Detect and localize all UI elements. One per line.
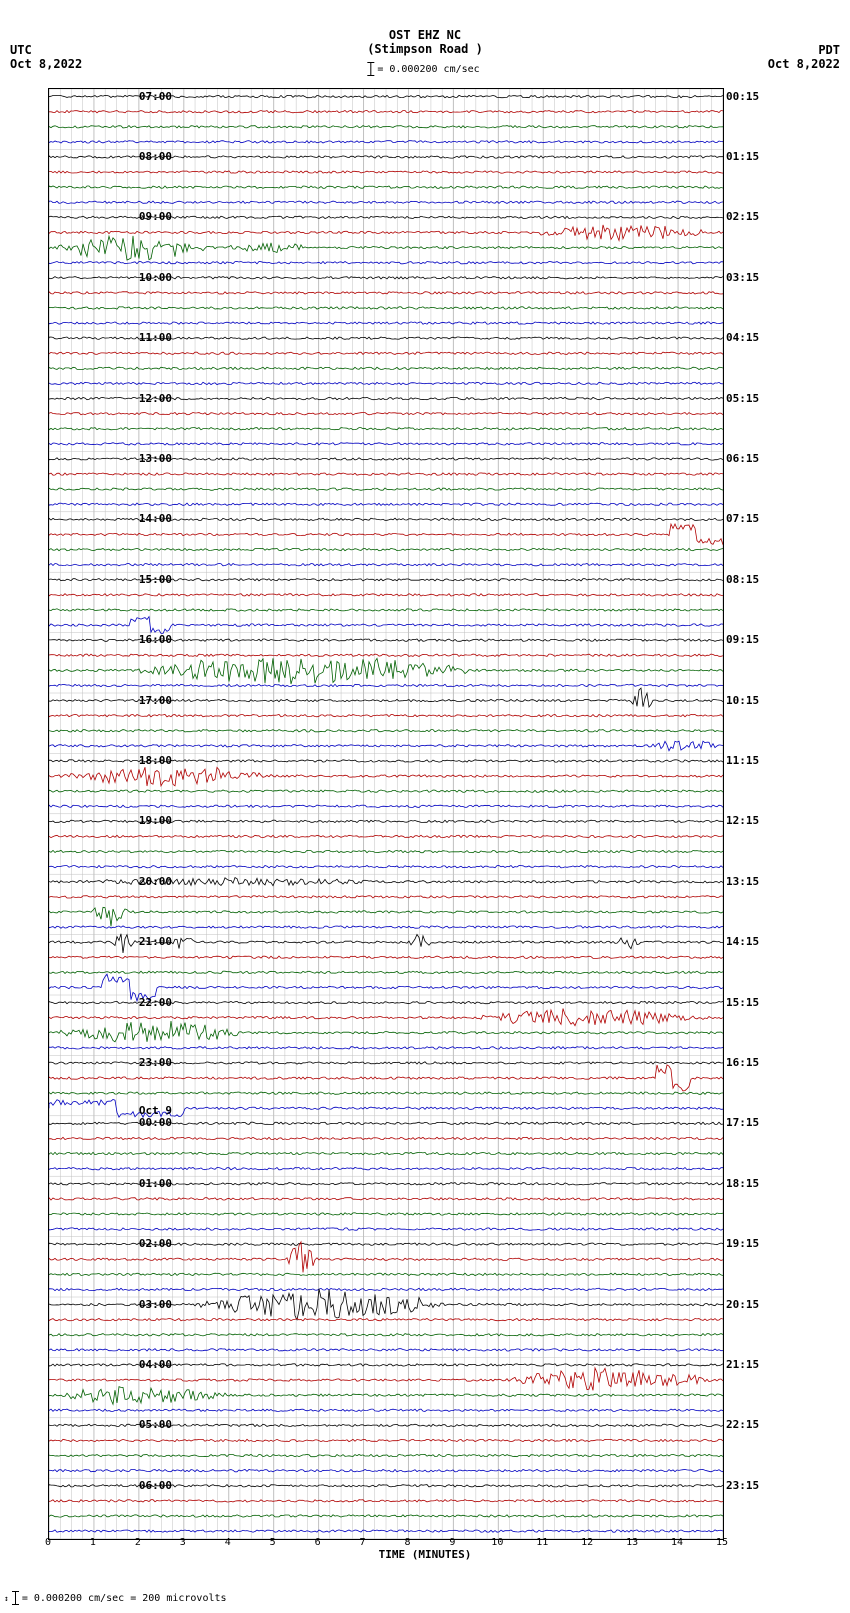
x-tick-label: 6 — [308, 1537, 328, 1548]
x-tick-label: 10 — [487, 1537, 507, 1548]
right-time-label: 04:15 — [726, 331, 759, 344]
scale-indicator: = 0.000200 cm/sec — [370, 62, 479, 76]
left-time-label: 06:00 — [52, 1479, 172, 1492]
left-time-label: 14:00 — [52, 512, 172, 525]
right-time-label: 00:15 — [726, 90, 759, 103]
x-tick-label: 13 — [622, 1537, 642, 1548]
tz-right: PDT — [818, 43, 840, 57]
right-time-label: 12:15 — [726, 814, 759, 827]
right-time-label: 18:15 — [726, 1177, 759, 1190]
right-time-label: 01:15 — [726, 150, 759, 163]
right-time-label: 09:15 — [726, 633, 759, 646]
right-time-label: 05:15 — [726, 392, 759, 405]
left-time-label: 11:00 — [52, 331, 172, 344]
right-time-label: 23:15 — [726, 1479, 759, 1492]
left-time-label: 17:00 — [52, 694, 172, 707]
left-time-label: 04:00 — [52, 1358, 172, 1371]
right-time-label: 19:15 — [726, 1237, 759, 1250]
left-time-label: 22:00 — [52, 996, 172, 1009]
left-time-label: 07:00 — [52, 90, 172, 103]
left-time-label: 23:00 — [52, 1056, 172, 1069]
right-time-label: 06:15 — [726, 452, 759, 465]
scale-bar-icon — [370, 62, 371, 76]
x-tick-label: 11 — [532, 1537, 552, 1548]
right-time-label: 03:15 — [726, 271, 759, 284]
x-tick-label: 7 — [353, 1537, 373, 1548]
right-time-label: 14:15 — [726, 935, 759, 948]
right-time-label: 20:15 — [726, 1298, 759, 1311]
left-time-label: 13:00 — [52, 452, 172, 465]
left-time-label: 21:00 — [52, 935, 172, 948]
tz-left: UTC — [10, 43, 32, 57]
x-tick-label: 3 — [173, 1537, 193, 1548]
x-tick-label: 0 — [38, 1537, 58, 1548]
x-tick-label: 9 — [442, 1537, 462, 1548]
tz-right-date: Oct 8,2022 — [768, 57, 840, 71]
tz-left-date: Oct 8,2022 — [10, 57, 82, 71]
left-time-label: 12:00 — [52, 392, 172, 405]
right-time-label: 17:15 — [726, 1116, 759, 1129]
left-time-label: 08:00 — [52, 150, 172, 163]
left-time-label: 02:00 — [52, 1237, 172, 1250]
right-time-label: 02:15 — [726, 210, 759, 223]
left-time-label: 03:00 — [52, 1298, 172, 1311]
right-time-label: 08:15 — [726, 573, 759, 586]
left-time-label: 09:00 — [52, 210, 172, 223]
x-tick-label: 4 — [218, 1537, 238, 1548]
left-time-label: 18:00 — [52, 754, 172, 767]
left-time-label: 01:00 — [52, 1177, 172, 1190]
left-time-label: 19:00 — [52, 814, 172, 827]
x-tick-label: 14 — [667, 1537, 687, 1548]
left-time-label: 16:00 — [52, 633, 172, 646]
right-time-label: 22:15 — [726, 1418, 759, 1431]
x-tick-label: 15 — [712, 1537, 732, 1548]
x-axis-label: TIME (MINUTES) — [0, 1548, 850, 1561]
left-time-label: 00:00 — [52, 1116, 172, 1129]
x-tick-label: 2 — [128, 1537, 148, 1548]
footer-scale-text: = 0.000200 cm/sec = 200 microvolts — [22, 1593, 227, 1604]
right-time-label: 11:15 — [726, 754, 759, 767]
x-tick-label: 1 — [83, 1537, 103, 1548]
scale-label: = 0.000200 cm/sec — [377, 64, 479, 75]
right-time-label: 07:15 — [726, 512, 759, 525]
station-id: OST EHZ NC — [0, 28, 850, 42]
right-time-label: 10:15 — [726, 694, 759, 707]
station-name: (Stimpson Road ) — [0, 42, 850, 56]
header: OST EHZ NC (Stimpson Road ) — [0, 28, 850, 56]
footer-scale: ↕ = 0.000200 cm/sec = 200 microvolts — [4, 1591, 227, 1605]
right-time-label: 15:15 — [726, 996, 759, 1009]
left-time-label: 20:00 — [52, 875, 172, 888]
x-tick-label: 5 — [263, 1537, 283, 1548]
left-time-label: 05:00 — [52, 1418, 172, 1431]
right-time-label: 16:15 — [726, 1056, 759, 1069]
right-time-label: 21:15 — [726, 1358, 759, 1371]
x-tick-label: 8 — [397, 1537, 417, 1548]
left-time-label: 15:00 — [52, 573, 172, 586]
seismogram-page: OST EHZ NC (Stimpson Road ) = 0.000200 c… — [0, 0, 850, 1613]
scale-bar-icon — [15, 1591, 16, 1605]
x-tick-label: 12 — [577, 1537, 597, 1548]
right-time-label: 13:15 — [726, 875, 759, 888]
left-time-label: 10:00 — [52, 271, 172, 284]
